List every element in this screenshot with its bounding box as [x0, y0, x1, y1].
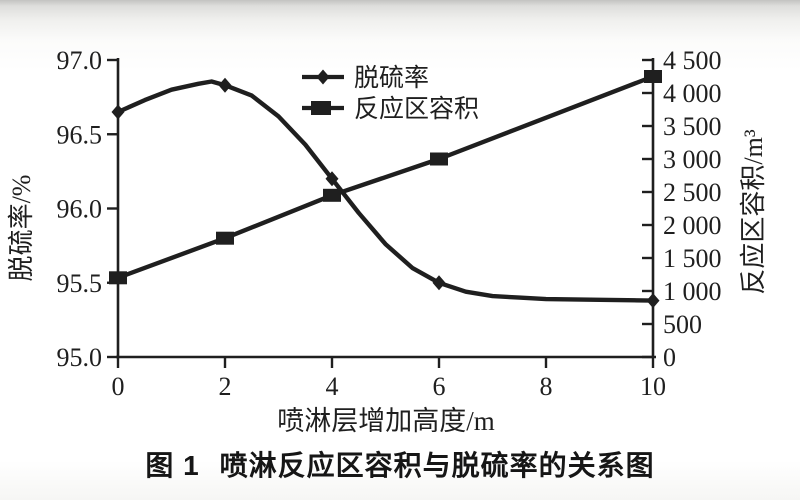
series-volume-marker	[109, 271, 127, 285]
series-desulfurization-marker	[325, 171, 339, 187]
series-volume-marker	[323, 188, 341, 202]
legend-diamond-icon	[316, 69, 330, 85]
y-left-tick-label: 97.0	[57, 46, 103, 75]
chart-svg: 97.0 96.5 96.0 95.5 95.0 4 500 4 000 3 500 3 000…	[7, 46, 768, 436]
y-right-tick-label: 3 500	[663, 112, 722, 141]
y-right-axis-title: 反应区容积/m³	[739, 129, 768, 294]
y-left-tick-label: 95.0	[57, 343, 103, 372]
series-volume-marker	[216, 231, 234, 245]
y-left-tick-label: 96.0	[57, 195, 103, 224]
series-desulfurization-line	[115, 79, 656, 303]
x-tick-label: 8	[540, 372, 553, 401]
y-right-tick-label: 2 500	[663, 178, 722, 207]
figure-caption: 图 1 喷淋反应区容积与脱硫率的关系图	[0, 444, 800, 484]
series-desulfurization-marker	[218, 77, 232, 93]
x-tick-label: 6	[433, 372, 446, 401]
y-right-tick-label: 1 000	[663, 277, 722, 306]
x-axis-title: 喷淋层增加高度/m	[277, 406, 495, 436]
y-left-tick-label: 96.5	[57, 120, 103, 149]
x-tick-label: 4	[326, 372, 339, 401]
x-tick-label: 2	[219, 372, 232, 401]
legend-square-icon	[311, 101, 331, 115]
y-right-tick-label: 0	[663, 343, 676, 372]
figure-title: 喷淋反应区容积与脱硫率的关系图	[219, 450, 655, 481]
y-right-tick-label: 2 000	[663, 211, 722, 240]
legend-label-volume: 反应区容积	[354, 95, 479, 123]
series-volume-marker	[430, 152, 448, 166]
legend-label-desulfurization: 脱硫率	[354, 64, 429, 92]
series-desulfurization-marker	[646, 293, 660, 309]
y-right-tick-label: 1 500	[663, 244, 722, 273]
y-right-tick-label: 3 000	[663, 145, 722, 174]
series-desulfurization-marker	[111, 104, 125, 120]
series-volume-marker	[644, 70, 662, 83]
series-desulfurization-marker	[432, 275, 446, 291]
figure-number: 图 1	[145, 450, 200, 481]
y-left-axis-title: 脱硫率/%	[7, 175, 36, 282]
y-left-tick-label: 95.5	[57, 269, 103, 298]
x-tick-label: 0	[112, 372, 125, 401]
y-right-tick-label: 4 000	[663, 79, 722, 108]
x-tick-label: 10	[640, 372, 666, 401]
y-right-tick-label: 4 500	[663, 46, 722, 75]
y-right-tick-label: 500	[663, 310, 702, 339]
